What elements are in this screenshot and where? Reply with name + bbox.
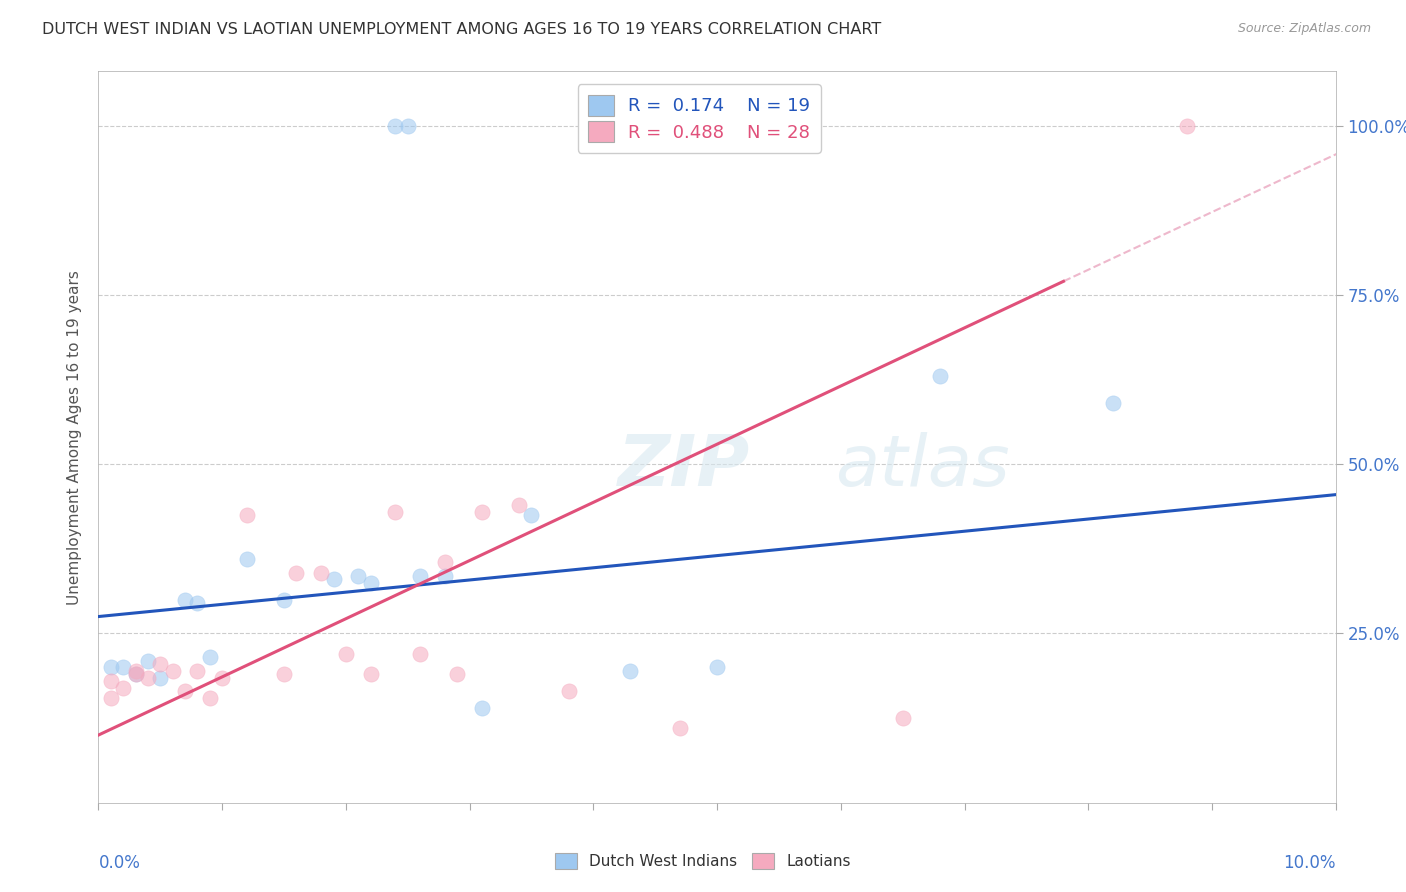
Point [198,690,221,705]
Point [236,508,259,522]
Point [471,701,494,715]
Point [619,664,641,678]
Point [1175,119,1198,133]
Point [446,667,468,681]
Point [520,508,543,522]
Point [100,660,122,674]
Point [211,671,233,685]
Point [433,569,456,583]
Point [384,505,406,519]
Point [198,650,221,665]
Point [360,575,382,590]
Legend: Dutch West Indians, Laotians: Dutch West Indians, Laotians [550,847,856,875]
Point [136,671,159,685]
Point [136,654,159,668]
Text: atlas: atlas [835,432,1010,500]
Text: 10.0%: 10.0% [1284,854,1336,872]
Point [174,684,197,698]
Point [706,660,728,674]
Point [309,566,332,580]
Point [669,721,692,735]
Point [149,657,172,671]
Y-axis label: Unemployment Among Ages 16 to 19 years: Unemployment Among Ages 16 to 19 years [67,269,83,605]
Point [149,671,172,685]
Point [100,690,122,705]
Point [409,647,432,661]
Text: 0.0%: 0.0% [98,854,141,872]
Point [1102,396,1125,410]
Point [557,684,579,698]
Point [273,592,295,607]
Point [396,119,419,133]
Point [360,667,382,681]
Point [582,119,605,133]
Point [335,647,357,661]
Point [928,369,950,384]
Point [186,596,208,610]
Point [508,498,530,512]
Point [384,119,406,133]
Point [124,667,146,681]
Point [433,555,456,569]
Point [347,569,370,583]
Point [322,572,344,586]
Point [471,505,494,519]
Point [891,711,914,725]
Point [112,660,135,674]
Text: ZIP: ZIP [619,432,751,500]
Point [174,592,197,607]
Point [162,664,184,678]
Point [285,566,308,580]
Point [409,569,432,583]
Point [100,673,122,688]
Text: DUTCH WEST INDIAN VS LAOTIAN UNEMPLOYMENT AMONG AGES 16 TO 19 YEARS CORRELATION : DUTCH WEST INDIAN VS LAOTIAN UNEMPLOYMEN… [42,22,882,37]
Legend: R =  0.174    N = 19, R =  0.488    N = 28: R = 0.174 N = 19, R = 0.488 N = 28 [578,84,821,153]
Point [236,552,259,566]
Point [124,664,146,678]
Point [112,681,135,695]
Point [273,667,295,681]
Text: Source: ZipAtlas.com: Source: ZipAtlas.com [1237,22,1371,36]
Point [124,667,146,681]
Point [186,664,208,678]
